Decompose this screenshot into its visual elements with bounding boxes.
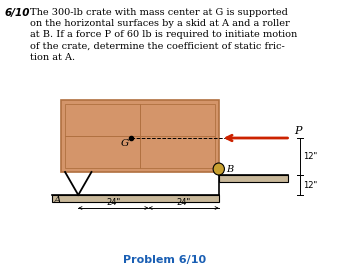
Bar — [219, 175, 287, 182]
Text: 12": 12" — [303, 152, 317, 161]
Text: 24": 24" — [106, 198, 120, 207]
Text: The 300-lb crate with mass center at G is supported: The 300-lb crate with mass center at G i… — [30, 8, 288, 17]
Text: 24": 24" — [177, 198, 191, 207]
Text: G: G — [120, 139, 129, 148]
Text: on the horizontal surfaces by a skid at A and a roller: on the horizontal surfaces by a skid at … — [30, 19, 290, 28]
Bar — [52, 195, 219, 202]
Text: A: A — [54, 196, 61, 205]
Bar — [61, 100, 219, 172]
Text: 6/10: 6/10 — [5, 8, 30, 18]
Text: 12": 12" — [303, 180, 317, 189]
Text: of the crate, determine the coefficient of static fric-: of the crate, determine the coefficient … — [30, 42, 285, 51]
Bar — [65, 104, 215, 168]
Circle shape — [213, 163, 224, 175]
Text: B: B — [226, 166, 233, 175]
Text: tion at A.: tion at A. — [30, 53, 75, 62]
Text: Problem 6/10: Problem 6/10 — [124, 255, 207, 265]
Text: at B. If a force P of 60 lb is required to initiate motion: at B. If a force P of 60 lb is required … — [30, 31, 297, 39]
Text: P: P — [294, 126, 302, 136]
